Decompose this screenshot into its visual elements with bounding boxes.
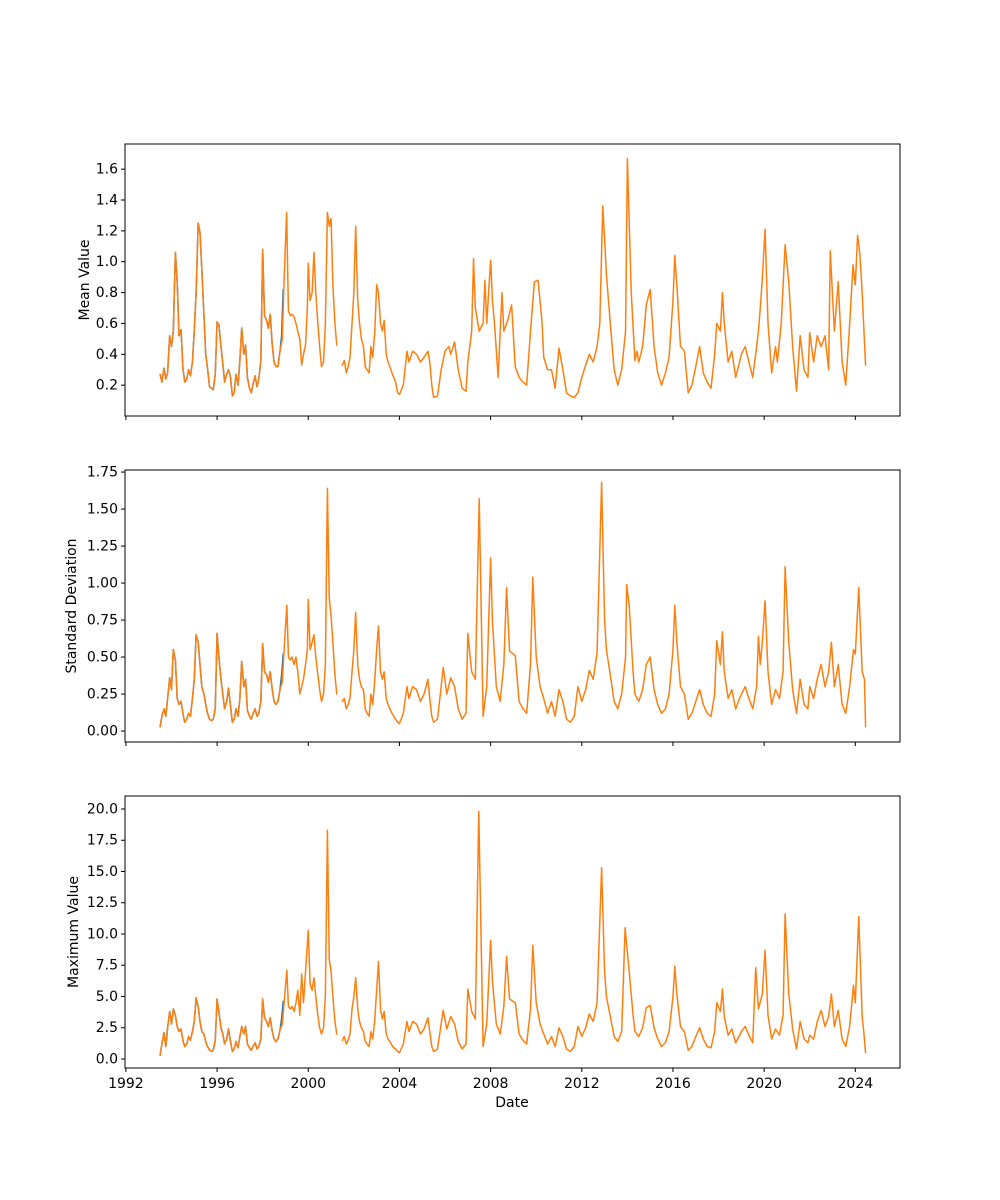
x-tick-label: 2016: [655, 1076, 691, 1092]
y-tick-label: 5.0: [96, 989, 118, 1005]
y-tick-label: 1.75: [87, 465, 118, 481]
y-tick-label: 1.6: [96, 162, 118, 178]
y-tick-label: 15.0: [87, 864, 118, 880]
earlier-series-blue-line: [159, 997, 284, 1056]
main-series-orange-line: [341, 810, 867, 1054]
x-tick-label: 1992: [108, 1076, 144, 1092]
subplot-maximum-value: 1992 1996 2000 2004 2008 2012 2016 2020 2024 0.0 2…: [87, 795, 901, 1092]
y-tick-label: 1.4: [96, 192, 118, 208]
y-tick-label: 0.75: [87, 613, 118, 629]
ylabel-maximum-value: Maximum Value: [66, 876, 82, 988]
x-tick-label: 2000: [290, 1076, 326, 1092]
ylabel-mean-value: Mean Value: [77, 239, 93, 320]
ylabel-standard-deviation: Standard Deviation: [64, 538, 80, 673]
x-tick-label: 2024: [838, 1076, 874, 1092]
subplot-mean-value: 0.2 0.4 0.6 0.8 1.0 1.2 1.4 1.6: [96, 143, 901, 420]
xlabel-date: Date: [495, 1095, 528, 1111]
y-tick-label: 7.5: [96, 958, 118, 974]
axes-spines-mean-value: [124, 143, 901, 417]
x-tick-label: 1996: [199, 1076, 235, 1092]
y-tick-label: 0.25: [87, 687, 118, 703]
y-tick-label: 0.4: [96, 347, 118, 363]
y-tick-label: 1.25: [87, 539, 118, 555]
y-tick-label: 0.0: [96, 1051, 118, 1067]
y-tick-label: 1.00: [87, 576, 118, 592]
x-tick-label: 2012: [564, 1076, 600, 1092]
y-tick-label: 0.50: [87, 650, 118, 666]
y-tick-label: 0.8: [96, 285, 118, 301]
y-tick-label: 1.50: [87, 502, 118, 518]
y-tick-label: 0.00: [87, 724, 118, 740]
main-series-orange-line: [159, 211, 338, 397]
x-tick-label: 2020: [746, 1076, 782, 1092]
y-tick-label: 17.5: [87, 833, 118, 849]
main-series-orange-line: [159, 487, 338, 728]
x-tick-label: 2008: [473, 1076, 509, 1092]
y-tick-label: 0.2: [96, 378, 118, 394]
y-tick-label: 10.0: [87, 926, 118, 942]
main-series-orange-line: [341, 157, 867, 399]
y-tick-label: 0.6: [96, 316, 118, 332]
y-tick-label: 1.2: [96, 223, 118, 239]
axes-spines-standard-deviation: [124, 469, 901, 743]
y-tick-label: 20.0: [87, 801, 118, 817]
y-tick-label: 2.5: [96, 1020, 118, 1036]
subplots-group: 0.2 0.4 0.6 0.8 1.0 1.2 1.4 1.6 0.00 0.25 0.50 0.75…: [87, 143, 901, 1092]
y-tick-label: 1.0: [96, 254, 118, 270]
axes-spines-maximum-value: [124, 795, 901, 1069]
main-series-orange-line: [159, 829, 338, 1056]
subplot-standard-deviation: 0.00 0.25 0.50 0.75 1.00 1.25 1.50 1.75: [87, 465, 901, 746]
x-tick-label: 2004: [382, 1076, 418, 1092]
y-tick-label: 12.5: [87, 895, 118, 911]
main-series-orange-line: [341, 481, 867, 728]
